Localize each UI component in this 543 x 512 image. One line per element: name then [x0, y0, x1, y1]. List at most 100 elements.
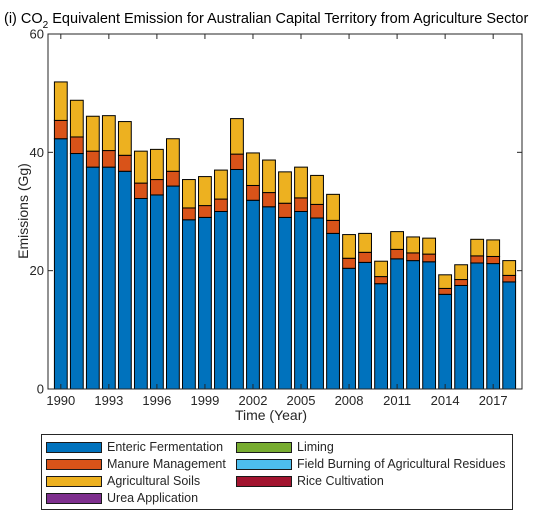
bar-2002-series-2 — [246, 152, 260, 186]
legend-item: Rice Cultivation — [236, 473, 384, 489]
legend-swatch — [236, 475, 292, 487]
x-tick-label: 2008 — [335, 393, 364, 408]
bar-1990-series-0 — [53, 138, 68, 390]
bar-2007-series-2 — [326, 193, 340, 221]
bar-2010-series-1 — [374, 276, 388, 285]
x-tick-label: 2002 — [239, 393, 268, 408]
bar-2005-series-0 — [294, 211, 308, 390]
legend-label: Field Burning of Agricultural Residues — [297, 457, 506, 471]
bar-2016-series-2 — [470, 238, 485, 257]
bar-1996-series-0 — [149, 194, 164, 390]
bar-2008-series-0 — [342, 267, 356, 390]
legend-label: Enteric Fermentation — [107, 440, 224, 454]
legend-item: Liming — [236, 439, 334, 455]
bar-2013-series-1 — [422, 253, 437, 263]
bar-2015-series-1 — [454, 279, 469, 286]
axes-box — [47, 33, 523, 390]
bar-2001-series-2 — [230, 118, 244, 155]
legend-label: Liming — [297, 440, 334, 454]
bar-1998-series-2 — [182, 179, 196, 209]
bar-2015-series-0 — [454, 284, 469, 390]
bar-1996-series-1 — [149, 179, 164, 196]
legend-item: Agricultural Soils — [46, 473, 200, 489]
bar-2008-series-1 — [342, 257, 356, 269]
legend-label: Urea Application — [107, 491, 199, 505]
bar-1992-series-1 — [85, 150, 100, 168]
bar-2003-series-1 — [262, 192, 276, 208]
bar-2016-series-1 — [470, 255, 485, 264]
x-tick-label: 2005 — [287, 393, 316, 408]
bar-2018-series-1 — [502, 274, 517, 283]
bar-2016-series-0 — [470, 262, 485, 390]
bar-2009-series-0 — [358, 261, 372, 390]
bar-2009-series-1 — [358, 251, 372, 263]
bar-1997-series-1 — [166, 170, 180, 187]
y-tick-label: 40 — [30, 145, 44, 160]
legend-swatch — [46, 458, 102, 470]
bar-1998-series-1 — [182, 207, 196, 221]
x-tick-label: 2017 — [479, 393, 508, 408]
bar-2011-series-0 — [390, 258, 405, 390]
x-tick-label: 1999 — [190, 393, 219, 408]
bar-2001-series-1 — [230, 153, 244, 170]
bar-1993-series-1 — [101, 150, 116, 168]
bar-2006-series-2 — [310, 174, 324, 205]
x-tick-label: 1996 — [142, 393, 171, 408]
bar-1990-series-2 — [53, 81, 68, 121]
bar-1990-series-1 — [53, 119, 68, 140]
y-axis-label: Emissions (Gg) — [15, 163, 31, 259]
bar-2003-series-0 — [262, 206, 276, 390]
bar-2015-series-2 — [454, 264, 469, 281]
bar-1991-series-0 — [69, 153, 84, 390]
bar-2017-series-1 — [486, 255, 501, 265]
bar-1995-series-0 — [133, 197, 148, 390]
legend-label: Agricultural Soils — [107, 474, 201, 488]
legend-swatch — [236, 441, 292, 453]
bar-1994-series-1 — [117, 154, 132, 172]
bar-1999-series-0 — [198, 216, 212, 390]
bar-2011-series-1 — [390, 248, 405, 260]
bar-2014-series-1 — [438, 287, 453, 295]
bar-2017-series-2 — [486, 239, 501, 257]
legend-item: Enteric Fermentation — [46, 439, 223, 455]
bar-2012-series-2 — [406, 236, 421, 254]
y-tick-label: 20 — [30, 263, 44, 278]
bar-2010-series-2 — [374, 260, 388, 278]
bar-2011-series-2 — [390, 231, 405, 250]
bar-2005-series-1 — [294, 197, 308, 212]
bar-2004-series-0 — [278, 216, 292, 390]
bar-1993-series-2 — [101, 115, 116, 152]
x-tick-label: 1993 — [94, 393, 123, 408]
bar-2013-series-2 — [422, 237, 437, 255]
bar-2002-series-1 — [246, 184, 260, 201]
bar-1991-series-1 — [69, 136, 84, 155]
y-tick-label: 60 — [30, 27, 44, 42]
chart-title-prefix: (i) CO — [4, 11, 43, 27]
bar-1994-series-0 — [117, 170, 132, 390]
x-tick-label: 2014 — [431, 393, 460, 408]
bar-2018-series-2 — [502, 260, 517, 276]
bar-1994-series-2 — [117, 121, 132, 156]
legend-item: Manure Management — [46, 456, 226, 472]
bar-2014-series-0 — [438, 293, 453, 390]
bar-2006-series-1 — [310, 203, 324, 219]
bar-2003-series-2 — [262, 159, 276, 194]
bar-2012-series-1 — [406, 252, 421, 262]
bar-1997-series-2 — [166, 138, 180, 172]
bar-1992-series-0 — [85, 166, 100, 390]
bar-1999-series-1 — [198, 205, 212, 218]
bar-2001-series-0 — [230, 168, 244, 390]
bar-2018-series-0 — [502, 281, 517, 390]
chart-title: (i) CO2 Equivalent Emission for Australi… — [4, 11, 528, 31]
bar-2017-series-0 — [486, 263, 501, 390]
bar-1997-series-0 — [166, 185, 180, 390]
legend: Enteric Fermentation Manure Management Agr… — [41, 434, 513, 510]
legend-item: Urea Application — [46, 490, 198, 506]
x-tick-label: 1990 — [46, 393, 75, 408]
bar-2012-series-0 — [406, 260, 421, 390]
bar-2006-series-0 — [310, 217, 324, 390]
bar-2000-series-2 — [214, 169, 228, 200]
bar-2004-series-2 — [278, 171, 292, 204]
chart-title-suffix: Equivalent Emission for Australian Capit… — [48, 11, 528, 27]
bar-1998-series-0 — [182, 219, 196, 390]
